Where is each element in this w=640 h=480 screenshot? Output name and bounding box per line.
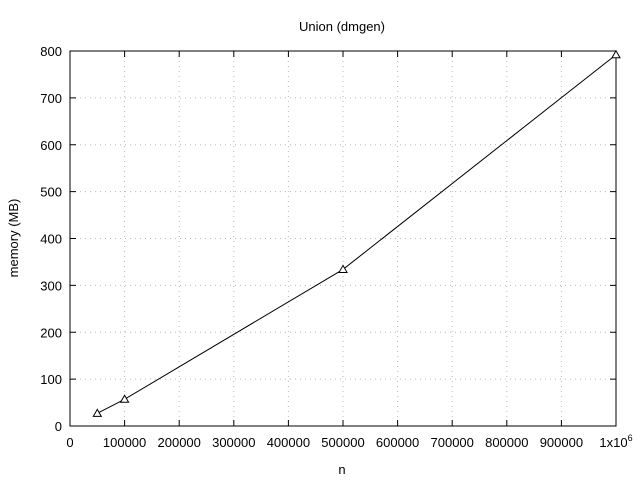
y-tick-label-6: 600 [40, 138, 62, 153]
y-tick-label-1: 100 [40, 372, 62, 387]
y-tick-label-4: 400 [40, 232, 62, 247]
series [92, 49, 621, 417]
plot-frame [69, 50, 617, 427]
grid [70, 51, 616, 426]
x-tick-label-8: 800000 [485, 435, 528, 450]
y-tick-label-3: 300 [40, 278, 62, 293]
x-tick-label-9: 900000 [540, 435, 583, 450]
x-tick-label-5: 500000 [321, 435, 364, 450]
y-tick-label-0: 0 [55, 419, 62, 434]
x-tick-label-10: 1x106 [599, 433, 632, 450]
x-tick-label-0: 0 [66, 435, 73, 450]
x-tick-label-1: 100000 [103, 435, 146, 450]
data-point-0-3 [611, 49, 621, 59]
y-tick-label-2: 200 [40, 325, 62, 340]
y-axis-label: memory (MB) [6, 199, 21, 278]
chart-title: Union (dmgen) [299, 19, 385, 34]
y-tick-label-7: 700 [40, 91, 62, 106]
y-tick-label-8: 800 [40, 44, 62, 59]
x-tick-label-7: 700000 [431, 435, 474, 450]
y-tick-label-5: 500 [40, 185, 62, 200]
x-tick-label-3: 300000 [212, 435, 255, 450]
data-point-0-1 [119, 394, 130, 403]
data-point-0-0 [92, 408, 103, 417]
ticks: 0 100000 200000 300000 400000 500000 600000 700… [40, 44, 632, 450]
axes [69, 50, 617, 427]
data-point-0-2 [338, 264, 348, 273]
x-axis-label: n [338, 462, 345, 477]
series-line-0 [97, 54, 617, 414]
x-tick-label-4: 400000 [267, 435, 310, 450]
x-tick-label-2: 200000 [158, 435, 201, 450]
x-tick-label-6: 600000 [376, 435, 419, 450]
